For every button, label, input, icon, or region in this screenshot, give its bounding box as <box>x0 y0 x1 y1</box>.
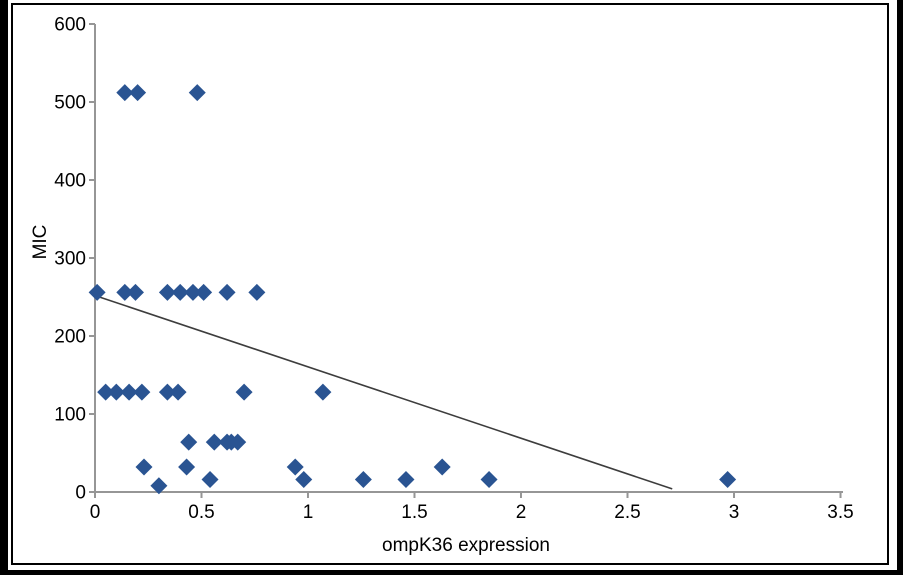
trendline <box>96 295 673 490</box>
data-point-diamond <box>719 471 737 489</box>
data-point-diamond <box>107 383 125 401</box>
data-point-diamond <box>116 84 134 102</box>
x-tick-label: 0.5 <box>188 502 214 523</box>
data-point-diamond <box>314 383 332 401</box>
data-point-diamond <box>480 471 498 489</box>
chart-generated-content: 0 100 200 300 400 500 600 0 0.5 1 1.5 2 2.5 3 3.5 <box>54 15 853 524</box>
data-point-diamond <box>178 458 196 476</box>
y-tick-label: 600 <box>54 15 86 36</box>
data-point-diamond <box>135 458 153 476</box>
x-tick-label: 0 <box>90 502 101 523</box>
y-axis-title: MIC <box>30 225 51 260</box>
x-axis-title: ompK36 expression <box>382 535 550 556</box>
x-tick-label: 2 <box>516 502 527 523</box>
data-point-diamond <box>129 84 147 102</box>
data-point-diamond <box>180 433 198 451</box>
data-point-diamond <box>195 283 213 301</box>
y-tick-label: 200 <box>54 327 86 348</box>
data-point-diamond <box>88 283 106 301</box>
data-point-diamond <box>205 433 223 451</box>
data-point-diamond <box>229 433 247 451</box>
data-point-diamond <box>158 283 176 301</box>
data-point-diamond <box>150 477 168 495</box>
data-point-diamond <box>188 84 206 102</box>
data-point-diamond <box>354 471 372 489</box>
data-point-diamond <box>218 283 236 301</box>
data-point-diamond <box>116 283 134 301</box>
y-tick-label: 100 <box>54 405 86 426</box>
x-tick-label: 2.5 <box>614 502 640 523</box>
data-point-diamond <box>169 383 187 401</box>
y-tick-label: 500 <box>54 93 86 114</box>
data-point-diamond <box>286 458 304 476</box>
data-point-diamond <box>171 283 189 301</box>
data-point-diamond <box>397 471 415 489</box>
data-point-diamond <box>133 383 151 401</box>
y-tick-label: 300 <box>54 249 86 270</box>
x-tick-label: 1 <box>303 502 314 523</box>
data-point-diamond <box>120 383 138 401</box>
data-point-diamond <box>126 283 144 301</box>
x-tick-label: 3 <box>729 502 740 523</box>
chart-border-frame <box>11 3 889 565</box>
data-point-diamond <box>97 383 115 401</box>
data-point-diamond <box>235 383 253 401</box>
x-tick-label: 1.5 <box>401 502 427 523</box>
y-tick-label: 0 <box>75 483 86 504</box>
data-point-diamond <box>184 283 202 301</box>
y-tick-label: 400 <box>54 171 86 192</box>
data-point-diamond <box>158 383 176 401</box>
data-point-diamond <box>248 283 266 301</box>
data-point-diamond <box>433 458 451 476</box>
data-point-diamond <box>295 471 313 489</box>
data-point-diamond <box>201 471 219 489</box>
x-tick-label: 3.5 <box>827 502 853 523</box>
